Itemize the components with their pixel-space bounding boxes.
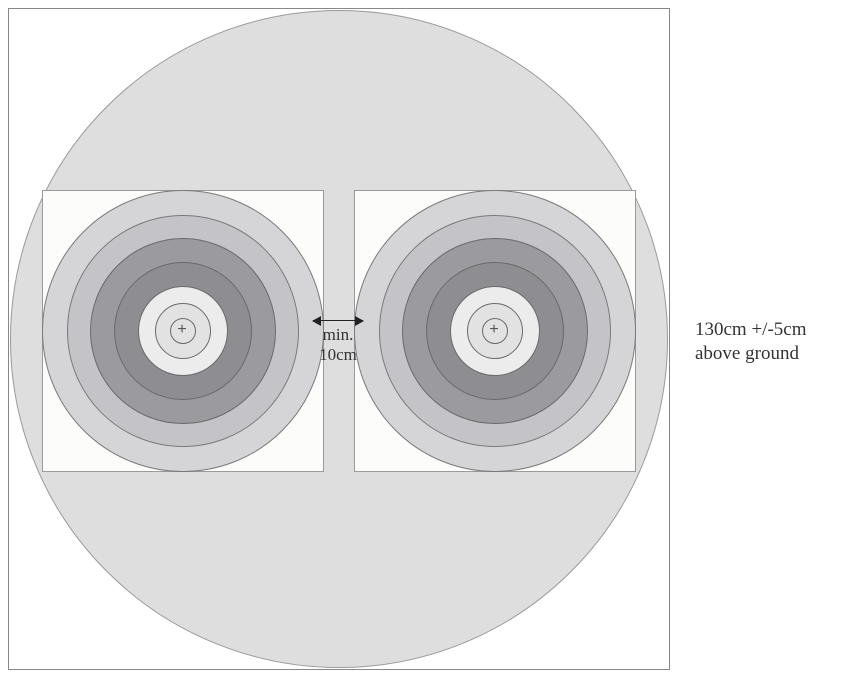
height-label-line2: above ground: [695, 342, 807, 366]
target-left-center-cross: +: [172, 320, 192, 340]
gap-arrow-icon: [313, 320, 363, 321]
gap-dimension: min.10cm: [313, 320, 363, 365]
height-label-line1: 130cm +/-5cm: [695, 318, 807, 342]
height-label: 130cm +/-5cmabove ground: [695, 318, 807, 366]
gap-label-line2: 10cm: [313, 345, 363, 365]
gap-label-line1: min.: [313, 325, 363, 345]
target-right-center-cross: +: [484, 320, 504, 340]
